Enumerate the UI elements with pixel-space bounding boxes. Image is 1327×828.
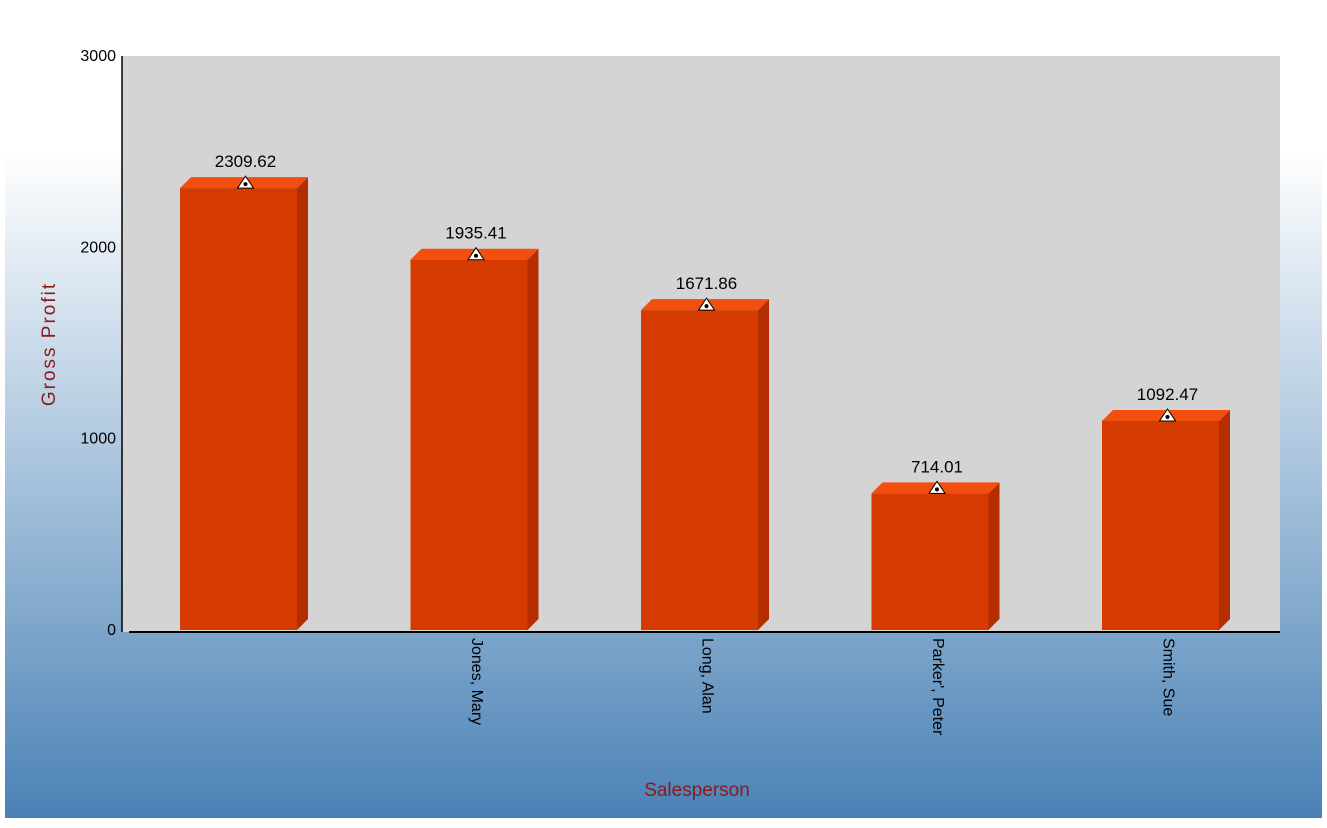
data-point-marker-dot bbox=[474, 253, 478, 258]
y-tick-label: 2000 bbox=[80, 239, 116, 256]
y-tick-label: 1000 bbox=[80, 431, 116, 448]
data-point-marker-dot bbox=[935, 487, 939, 492]
data-point-marker-dot bbox=[243, 182, 248, 187]
data-point-marker-dot bbox=[1165, 414, 1170, 419]
x-tick-label: Long, Alan bbox=[699, 638, 716, 714]
data-label: 714.01 bbox=[911, 457, 963, 476]
x-axis-ticks: Jones, Mary Long, Alan Parker', Peter Smith… bbox=[468, 638, 1177, 736]
data-label: 1092.47 bbox=[1137, 385, 1198, 404]
bar-side bbox=[758, 299, 769, 630]
y-tick-label: 0 bbox=[107, 622, 116, 639]
bar: 1092.47 bbox=[1102, 385, 1230, 630]
bar-front bbox=[180, 188, 297, 630]
data-label: 2309.62 bbox=[215, 152, 276, 171]
y-tick-label: 3000 bbox=[80, 48, 116, 65]
data-label: 1671.86 bbox=[676, 274, 737, 293]
bar-front bbox=[1102, 420, 1219, 630]
bar: 1671.86 bbox=[641, 274, 769, 630]
bar: 714.01 bbox=[871, 457, 1000, 630]
bar-front bbox=[410, 259, 528, 630]
x-tick-label: Jones, Mary bbox=[468, 638, 485, 725]
data-point-marker-dot bbox=[704, 304, 709, 309]
y-axis-ticks: 0 1000 2000 3000 bbox=[80, 48, 116, 639]
x-tick-label: Parker', Peter bbox=[929, 638, 946, 736]
bar: 1935.41 bbox=[410, 224, 539, 630]
bars: 2309.62 1935.41 1671.86 714.01 1092.47 bbox=[180, 152, 1230, 630]
y-axis-title: Gross Profit bbox=[39, 282, 60, 406]
bar-side bbox=[527, 248, 539, 630]
bar-front bbox=[871, 493, 989, 630]
bar-side bbox=[1219, 409, 1230, 630]
bar-front bbox=[641, 310, 758, 630]
bar: 2309.62 bbox=[180, 152, 308, 630]
bar-side bbox=[297, 177, 308, 630]
data-label: 1935.41 bbox=[445, 224, 506, 243]
x-tick-label: Smith, Sue bbox=[1160, 638, 1177, 716]
bar-side bbox=[988, 482, 1000, 630]
x-axis-title: Salesperson bbox=[644, 780, 750, 801]
